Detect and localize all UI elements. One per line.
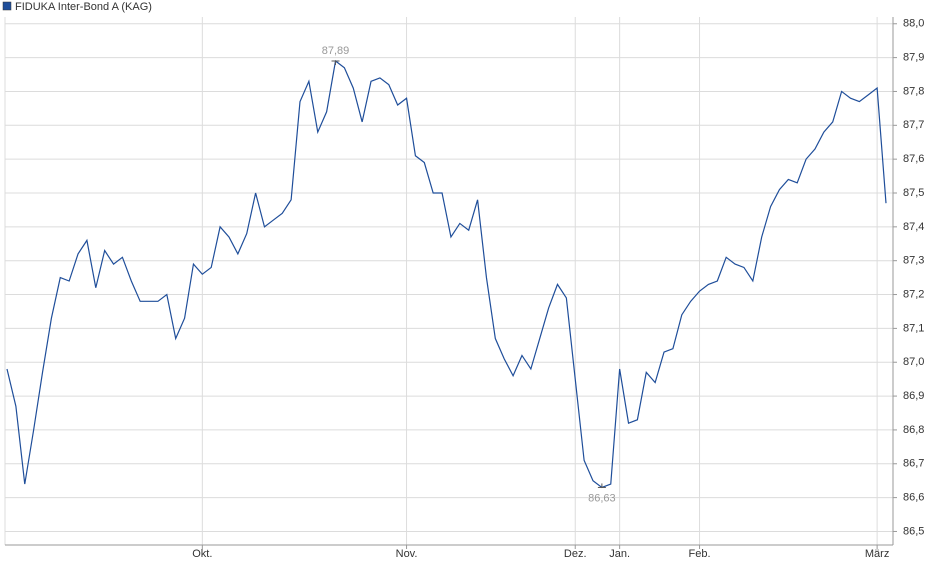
y-tick-label: 88,0: [903, 18, 924, 30]
x-tick-label: Jan.: [609, 548, 630, 560]
y-tick-label: 87,8: [903, 85, 924, 97]
x-tick-label: Feb.: [689, 548, 711, 560]
y-tick-label: 87,5: [903, 187, 924, 199]
y-tick-label: 86,8: [903, 424, 924, 436]
value-label: 86,63: [588, 492, 616, 504]
legend-swatch: [2, 1, 12, 11]
x-tick-label: Nov.: [396, 548, 418, 560]
plot-area: [5, 17, 893, 545]
y-tick-label: 87,2: [903, 288, 924, 300]
x-tick-label: März: [865, 548, 889, 560]
value-label: 87,89: [322, 45, 350, 57]
series-line: [6, 59, 887, 489]
y-tick-label: 86,6: [903, 492, 924, 504]
legend-label: FIDUKA Inter-Bond A (KAG): [15, 1, 152, 13]
y-tick-label: 87,3: [903, 255, 924, 267]
y-tick-label: 86,7: [903, 458, 924, 470]
y-tick-label: 86,9: [903, 390, 924, 402]
y-tick-label: 87,9: [903, 52, 924, 64]
x-tick-label: Okt.: [192, 548, 212, 560]
x-tick-label: Dez.: [564, 548, 587, 560]
y-tick-label: 87,4: [903, 221, 924, 233]
y-tick-label: 87,0: [903, 356, 924, 368]
y-tick-label: 87,7: [903, 119, 924, 131]
y-tick-label: 87,1: [903, 322, 924, 334]
y-tick-label: 86,5: [903, 525, 924, 537]
y-tick-label: 87,6: [903, 153, 924, 165]
